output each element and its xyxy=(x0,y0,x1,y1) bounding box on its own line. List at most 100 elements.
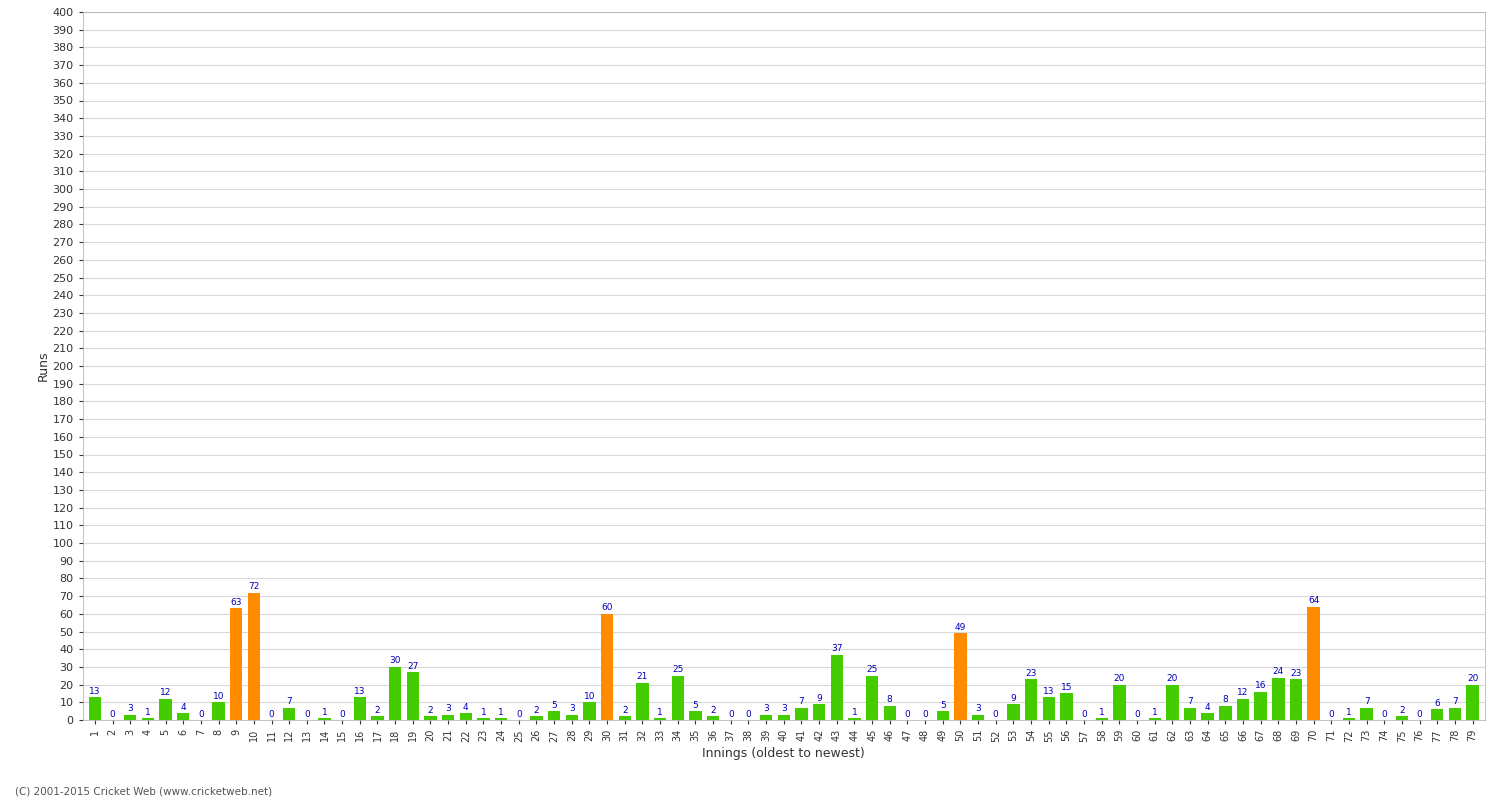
Bar xyxy=(141,718,154,720)
Text: 0: 0 xyxy=(516,710,522,718)
Text: 13: 13 xyxy=(354,686,366,695)
Text: 1: 1 xyxy=(1152,708,1158,717)
Text: 2: 2 xyxy=(427,706,433,715)
Text: 25: 25 xyxy=(672,666,684,674)
Bar xyxy=(1308,606,1320,720)
Text: 60: 60 xyxy=(602,603,613,612)
Bar xyxy=(1449,708,1461,720)
Text: 0: 0 xyxy=(304,710,309,718)
Text: 0: 0 xyxy=(746,710,752,718)
Bar xyxy=(831,654,843,720)
Text: 20: 20 xyxy=(1167,674,1178,683)
Bar xyxy=(1184,708,1196,720)
Text: 15: 15 xyxy=(1060,683,1072,692)
X-axis label: Innings (oldest to newest): Innings (oldest to newest) xyxy=(702,747,865,760)
Bar xyxy=(88,697,101,720)
Text: 4: 4 xyxy=(180,702,186,711)
Bar xyxy=(566,714,578,720)
Text: 0: 0 xyxy=(198,710,204,718)
Bar xyxy=(1149,718,1161,720)
Bar xyxy=(1166,685,1179,720)
Bar xyxy=(688,711,702,720)
Text: 6: 6 xyxy=(1434,699,1440,708)
Text: 0: 0 xyxy=(1329,710,1334,718)
Bar xyxy=(388,667,402,720)
Bar xyxy=(584,702,596,720)
Text: 24: 24 xyxy=(1272,667,1284,676)
Text: 5: 5 xyxy=(550,701,556,710)
Text: 8: 8 xyxy=(886,695,892,705)
Text: 0: 0 xyxy=(993,710,999,718)
Text: 1: 1 xyxy=(1346,708,1352,717)
Text: (C) 2001-2015 Cricket Web (www.cricketweb.net): (C) 2001-2015 Cricket Web (www.cricketwe… xyxy=(15,786,272,796)
Text: 20: 20 xyxy=(1467,674,1479,683)
Bar xyxy=(248,593,259,720)
Bar xyxy=(372,717,384,720)
Text: 4: 4 xyxy=(464,702,468,711)
Text: 23: 23 xyxy=(1290,669,1302,678)
Bar xyxy=(1431,710,1443,720)
Text: 72: 72 xyxy=(248,582,259,591)
Bar xyxy=(124,714,136,720)
Bar xyxy=(1290,679,1302,720)
Text: 4: 4 xyxy=(1204,702,1210,711)
Bar xyxy=(602,614,613,720)
Text: 0: 0 xyxy=(268,710,274,718)
Text: 1: 1 xyxy=(146,708,150,717)
Text: 2: 2 xyxy=(375,706,381,715)
Text: 7: 7 xyxy=(1186,697,1192,706)
Bar xyxy=(213,702,225,720)
Bar xyxy=(1007,704,1020,720)
Bar xyxy=(495,718,507,720)
Bar xyxy=(1360,708,1372,720)
Text: 1: 1 xyxy=(852,708,858,717)
Bar xyxy=(884,706,896,720)
Bar xyxy=(654,718,666,720)
Text: 7: 7 xyxy=(286,697,292,706)
Text: 0: 0 xyxy=(904,710,910,718)
Bar xyxy=(424,717,436,720)
Text: 13: 13 xyxy=(88,686,101,695)
Text: 3: 3 xyxy=(764,704,770,714)
Bar xyxy=(459,713,472,720)
Bar xyxy=(1060,694,1072,720)
Text: 0: 0 xyxy=(1082,710,1088,718)
Text: 10: 10 xyxy=(213,692,225,701)
Bar xyxy=(1272,678,1284,720)
Text: 3: 3 xyxy=(975,704,981,714)
Text: 0: 0 xyxy=(728,710,734,718)
Text: 5: 5 xyxy=(940,701,945,710)
Text: 0: 0 xyxy=(1382,710,1388,718)
Text: 1: 1 xyxy=(480,708,486,717)
Bar xyxy=(406,672,418,720)
Text: 37: 37 xyxy=(831,644,843,653)
Text: 30: 30 xyxy=(390,657,400,666)
Text: 7: 7 xyxy=(1452,697,1458,706)
Bar xyxy=(636,683,648,720)
Text: 3: 3 xyxy=(446,704,452,714)
Bar xyxy=(936,711,950,720)
Text: 12: 12 xyxy=(160,688,171,698)
Text: 1: 1 xyxy=(321,708,327,717)
Text: 0: 0 xyxy=(110,710,116,718)
Text: 1: 1 xyxy=(498,708,504,717)
Y-axis label: Runs: Runs xyxy=(36,350,50,382)
Bar xyxy=(477,718,489,720)
Text: 64: 64 xyxy=(1308,596,1320,606)
Bar xyxy=(230,609,243,720)
Text: 0: 0 xyxy=(339,710,345,718)
Text: 12: 12 xyxy=(1238,688,1248,698)
Text: 7: 7 xyxy=(798,697,804,706)
Text: 3: 3 xyxy=(128,704,134,714)
Bar xyxy=(706,717,720,720)
Text: 9: 9 xyxy=(816,694,822,702)
Bar xyxy=(954,634,966,720)
Bar xyxy=(1202,713,1214,720)
Text: 1: 1 xyxy=(657,708,663,717)
Bar xyxy=(1220,706,1232,720)
Text: 13: 13 xyxy=(1042,686,1054,695)
Bar xyxy=(1396,717,1408,720)
Bar xyxy=(795,708,807,720)
Text: 0: 0 xyxy=(1134,710,1140,718)
Text: 0: 0 xyxy=(922,710,928,718)
